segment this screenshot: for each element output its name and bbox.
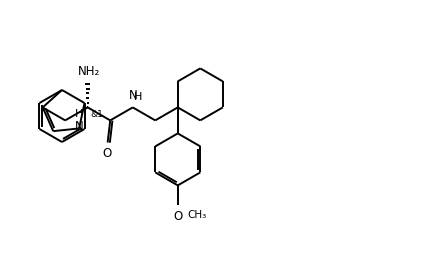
Text: NH₂: NH₂ xyxy=(78,65,100,78)
Text: O: O xyxy=(173,210,182,223)
Text: H: H xyxy=(134,92,142,102)
Text: CH₃: CH₃ xyxy=(188,210,207,220)
Text: O: O xyxy=(102,148,111,161)
Text: N: N xyxy=(129,89,137,102)
Text: &1: &1 xyxy=(91,110,103,119)
Text: N: N xyxy=(75,120,84,133)
Text: H: H xyxy=(75,110,83,119)
